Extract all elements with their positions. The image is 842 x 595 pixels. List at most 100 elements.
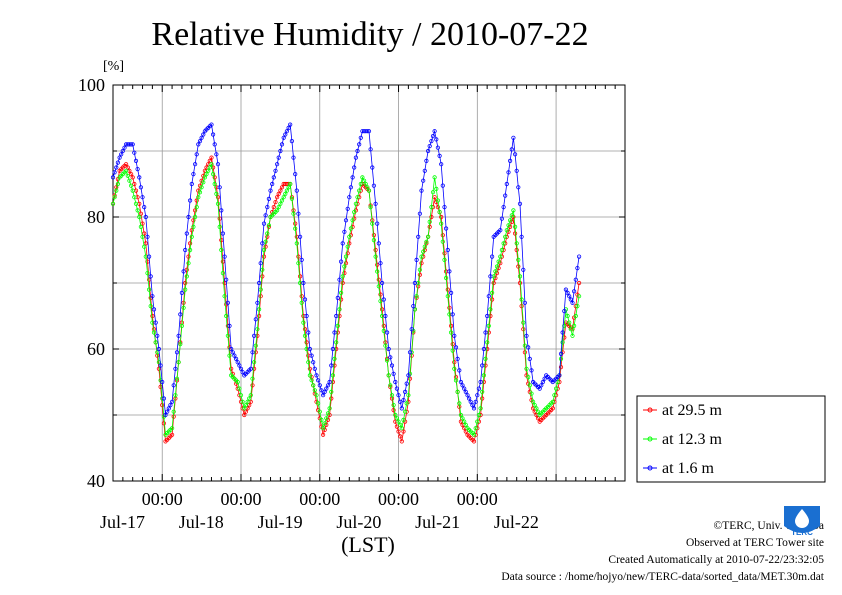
data-point [207, 158, 212, 163]
data-point [389, 393, 395, 398]
data-point [266, 223, 271, 228]
data-point [184, 267, 189, 272]
data-point [475, 393, 480, 398]
data-point [278, 188, 283, 193]
data-point [273, 168, 278, 173]
data-point [475, 419, 480, 424]
plot-area [112, 84, 626, 482]
data-point [478, 379, 483, 385]
data-point [201, 180, 206, 185]
data-point [514, 168, 519, 173]
data-point [553, 386, 559, 391]
data-point [168, 402, 173, 408]
data-point [314, 393, 319, 398]
data-point [575, 303, 580, 309]
data-point [283, 132, 288, 137]
data-point [371, 238, 376, 243]
data-point [445, 247, 450, 253]
data-point [516, 264, 521, 269]
data-point [534, 406, 539, 411]
data-point [573, 277, 578, 282]
data-point [532, 402, 537, 408]
series-line [112, 156, 580, 443]
data-point [563, 287, 569, 292]
data-point [147, 254, 152, 259]
data-point [304, 340, 309, 345]
data-point [558, 364, 564, 370]
data-point [373, 201, 378, 206]
data-point [353, 201, 358, 206]
data-point [388, 383, 393, 388]
data-point [370, 165, 375, 170]
data-point [391, 371, 396, 376]
data-point [183, 247, 188, 253]
data-point [439, 162, 444, 167]
data-point [186, 254, 191, 259]
data-point [452, 360, 457, 365]
series-layer [110, 122, 582, 444]
data-point [156, 346, 161, 352]
data-point [133, 158, 139, 163]
data-point [422, 244, 427, 249]
y-axis: 100 80 60 40 [78, 75, 625, 491]
data-point [265, 231, 270, 236]
data-point [301, 280, 306, 286]
data-point [284, 188, 289, 193]
data-point [450, 341, 455, 347]
data-point [562, 308, 567, 314]
data-point [147, 287, 152, 292]
data-point [330, 373, 335, 378]
data-point [320, 432, 326, 437]
data-point [178, 341, 183, 347]
data-point [256, 313, 262, 319]
data-point [434, 137, 439, 142]
data-point [517, 274, 523, 279]
data-point [529, 391, 534, 396]
data-point [494, 264, 500, 269]
data-point [568, 297, 573, 302]
data-point [521, 320, 526, 325]
series-line [112, 123, 580, 417]
data-point [427, 219, 432, 224]
data-point [306, 330, 311, 335]
data-point [453, 378, 459, 383]
data-point [486, 323, 491, 328]
data-point [225, 300, 230, 305]
data-point [232, 353, 237, 358]
data-point [379, 307, 385, 312]
data-point [384, 330, 390, 335]
data-point [568, 327, 573, 332]
data-point [504, 181, 509, 187]
data-point [150, 313, 155, 319]
x-tick-time-label: 00:00 [142, 489, 183, 509]
data-point [398, 399, 403, 404]
data-point [199, 185, 204, 190]
data-point [402, 409, 408, 414]
data-point [376, 241, 381, 246]
data-point [140, 234, 145, 239]
data-point [258, 261, 263, 266]
data-point [557, 373, 562, 378]
data-point [391, 407, 396, 413]
data-point [539, 383, 544, 388]
data-point [361, 178, 367, 183]
data-point [243, 402, 248, 408]
data-point [345, 244, 350, 249]
series-1 [110, 162, 582, 437]
data-point [163, 412, 168, 418]
data-point [263, 244, 268, 249]
data-point [263, 213, 268, 218]
y-axis-label: [%] [103, 59, 124, 74]
data-point [166, 406, 171, 411]
data-point [404, 401, 409, 406]
data-point [435, 205, 440, 210]
data-point [453, 345, 459, 350]
data-point [565, 290, 570, 295]
data-point [396, 393, 401, 398]
data-point [498, 228, 503, 233]
data-point [256, 307, 262, 312]
data-point [253, 317, 258, 322]
data-point [398, 422, 403, 427]
data-point [211, 132, 216, 137]
data-point [412, 280, 417, 286]
